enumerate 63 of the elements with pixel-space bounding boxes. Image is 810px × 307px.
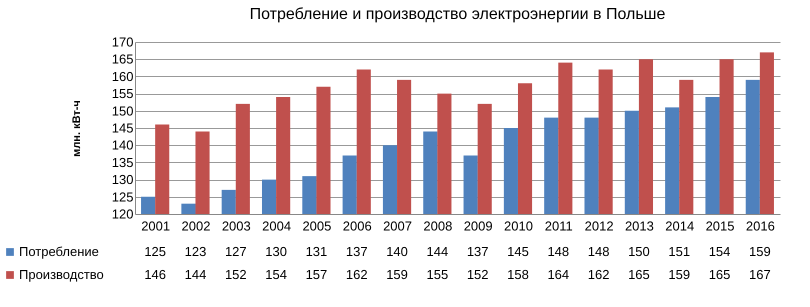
x-tick-label: 2006 (342, 218, 372, 234)
y-tick-label: 150 (112, 103, 134, 118)
data-label: 167 (748, 267, 771, 282)
data-label: 158 (507, 267, 529, 282)
x-tick-label: 2007 (383, 218, 412, 234)
y-tick-label: 170 (112, 34, 134, 50)
x-tick-label: 2011 (544, 218, 573, 234)
x-tick-label: 2003 (222, 218, 251, 234)
data-label: 165 (708, 267, 730, 282)
data-label: 157 (306, 267, 328, 282)
x-tick-label: 2012 (584, 218, 614, 234)
data-label: 152 (466, 267, 489, 282)
data-label: 137 (346, 244, 368, 259)
data-label: 162 (346, 267, 368, 282)
x-tick-label: 2009 (464, 218, 493, 234)
data-label: 154 (265, 267, 287, 282)
y-tick-label: 165 (112, 52, 134, 67)
data-label: 145 (507, 244, 529, 259)
data-label: 152 (224, 267, 247, 282)
data-label: 144 (184, 267, 206, 282)
x-tick-label: 2004 (262, 218, 292, 234)
x-tick-label: 2008 (423, 218, 452, 234)
y-tick-label: 125 (112, 189, 134, 204)
chart-title: Потребление и производство электроэнергии в Польше (250, 6, 666, 23)
y-tick-label: 140 (112, 138, 134, 153)
y-tick-label: 160 (112, 68, 134, 84)
x-tick-label: 2005 (302, 218, 332, 234)
data-label: 159 (748, 244, 771, 259)
data-label: 150 (628, 244, 650, 259)
x-tick-label: 2002 (182, 218, 210, 234)
data-label: 137 (466, 244, 489, 259)
data-label: 164 (547, 267, 570, 282)
y-axis-title: млн. кВт-ч (70, 100, 83, 157)
x-tick-label: 2001 (141, 218, 170, 234)
data-label: 127 (224, 244, 247, 259)
data-label: 123 (184, 244, 206, 259)
data-label: 151 (668, 244, 690, 259)
x-tick-label: 2015 (706, 218, 734, 234)
y-tick-label: 155 (112, 86, 134, 102)
data-label: 140 (386, 244, 408, 259)
x-tick-label: 2016 (746, 218, 775, 234)
y-tick-label: 135 (112, 154, 134, 170)
data-label: 159 (386, 267, 408, 282)
y-tick-label: 145 (112, 120, 134, 136)
y-tick-label: 130 (112, 172, 134, 188)
data-label: 148 (547, 244, 570, 259)
data-label: 146 (144, 267, 166, 282)
legend-label: Производство (19, 267, 104, 282)
data-label: 125 (144, 244, 166, 259)
data-label: 144 (426, 244, 448, 259)
x-tick-label: 2013 (624, 218, 654, 234)
x-tick-label: 2010 (504, 218, 533, 234)
data-label: 162 (588, 267, 610, 282)
data-label: 130 (265, 244, 287, 259)
data-label: 154 (708, 244, 730, 259)
data-label: 131 (306, 244, 328, 259)
x-tick-label: 2014 (665, 218, 694, 234)
legend-label: Потребление (19, 244, 99, 259)
data-label: 155 (426, 267, 448, 282)
data-label: 165 (628, 267, 650, 282)
data-label: 148 (588, 244, 610, 259)
y-tick-label: 120 (112, 206, 134, 222)
data-label: 159 (668, 267, 690, 282)
